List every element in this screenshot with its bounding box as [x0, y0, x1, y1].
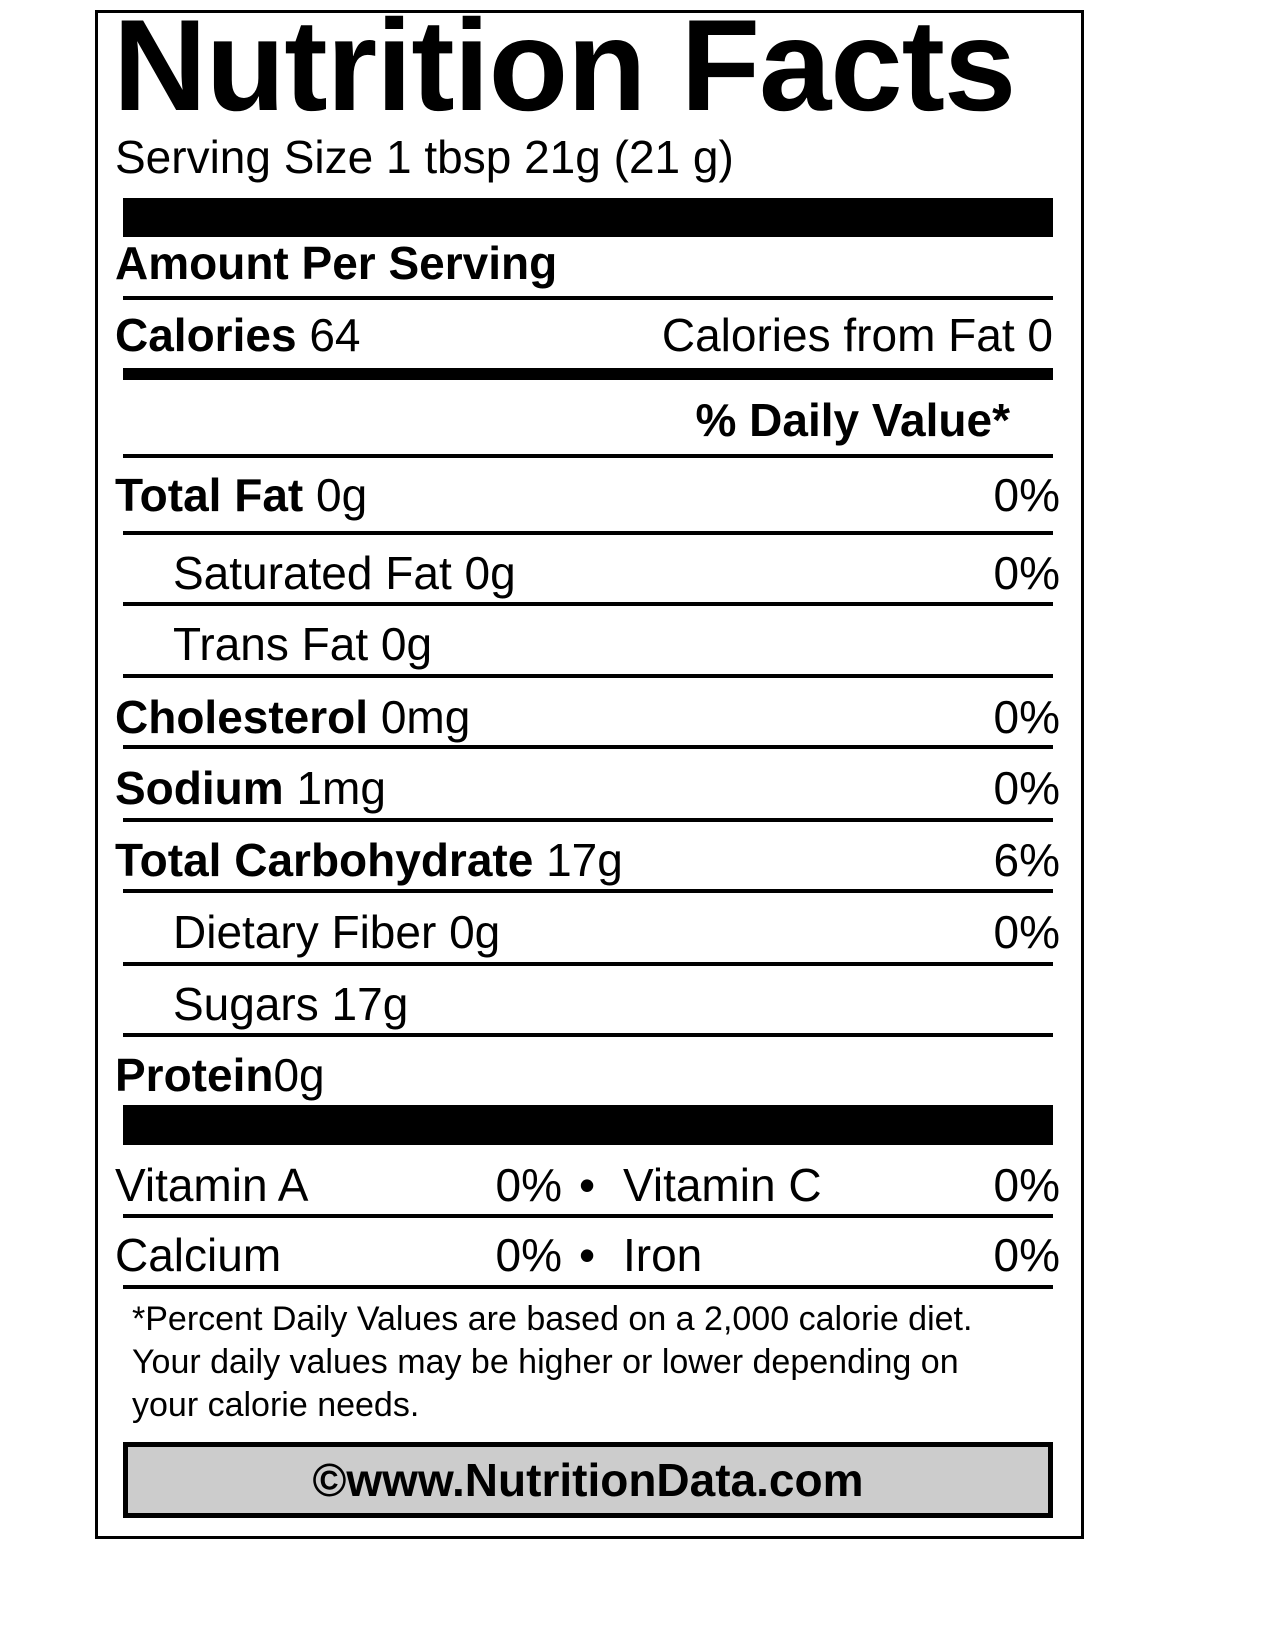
vitamin-daily-value: 0% [993, 1159, 1060, 1211]
calories-label: Calories [115, 309, 297, 361]
nutrient-label: Sodium [115, 762, 284, 814]
nutrient-amount: 0g [380, 618, 433, 670]
nutrient-daily-value: 6% [993, 834, 1060, 886]
nutrient-amount: 17g [331, 978, 409, 1030]
nutrient-row: Sodium 1mg [115, 765, 386, 811]
nutrient-amount: 1mg [296, 762, 386, 814]
calories-from-fat: Calories from Fat 0 [661, 309, 1053, 361]
calories-row: Calories 64 [115, 312, 360, 358]
nutrient-daily-value: 0% [993, 906, 1060, 958]
nutrient-daily-value: 0% [993, 762, 1060, 814]
divider [123, 1033, 1053, 1037]
divider [123, 454, 1053, 458]
nutrient-amount: 0g [449, 906, 501, 958]
divider [123, 889, 1053, 893]
nutrient-amount: 0g [316, 469, 368, 521]
label-title: Nutrition Facts [113, 0, 1016, 138]
footnote-line: *Percent Daily Values are based on a 2,0… [132, 1300, 973, 1338]
nutrient-amount: 0mg [380, 691, 471, 743]
medium-divider [123, 368, 1053, 380]
vitamin-label: Iron [623, 1229, 703, 1281]
nutrient-label: Total Carbohydrate [115, 834, 534, 886]
divider [123, 674, 1053, 678]
nutrient-row: Total Carbohydrate 17g [115, 837, 623, 883]
nutrient-amount: 0g [464, 547, 516, 599]
divider [123, 531, 1053, 535]
credit-link[interactable]: ©www.NutritionData.com [123, 1442, 1053, 1518]
nutrient-label: Protein [115, 1049, 274, 1101]
vitamin-daily-value: 0% [495, 1159, 562, 1211]
divider [123, 602, 1053, 606]
nutrient-row: Cholesterol 0mg [115, 694, 470, 740]
thick-divider [123, 1105, 1053, 1145]
bullet-separator: • [579, 1159, 596, 1211]
calories-value: 64 [309, 309, 361, 361]
divider [123, 818, 1053, 822]
vitamin-daily-value: 0% [495, 1229, 562, 1281]
daily-value-header: % Daily Value* [695, 394, 1011, 446]
nutrient-row: Trans Fat 0g [173, 621, 432, 667]
nutrient-label: Cholesterol [115, 691, 369, 743]
nutrient-amount: 17g [546, 834, 623, 886]
thick-divider [123, 198, 1053, 237]
nutrient-row: Saturated Fat 0g [173, 550, 516, 596]
nutrient-row: Sugars 17g [173, 981, 408, 1027]
footnote-line: Your daily values may be higher or lower… [132, 1343, 959, 1381]
divider [123, 1285, 1053, 1289]
nutrient-daily-value: 0% [993, 469, 1060, 521]
nutrient-daily-value: 0% [993, 691, 1060, 743]
nutrient-row: Protein0g [115, 1052, 325, 1098]
nutrient-label: Trans Fat [173, 618, 369, 670]
nutrient-amount: 0g [273, 1049, 325, 1101]
nutrient-row: Dietary Fiber 0g [173, 909, 500, 955]
vitamin-daily-value: 0% [993, 1229, 1060, 1281]
divider [123, 296, 1053, 300]
nutrient-label: Total Fat [115, 469, 304, 521]
nutrient-daily-value: 0% [993, 547, 1060, 599]
divider [123, 1214, 1053, 1218]
nutrient-label: Saturated Fat [173, 547, 452, 599]
nutrient-label: Dietary Fiber [173, 906, 437, 958]
vitamin-label: Calcium [115, 1229, 282, 1281]
nutrient-label: Sugars [173, 978, 319, 1030]
vitamin-label: Vitamin A [115, 1159, 309, 1211]
nutrition-label-border [95, 10, 1084, 1539]
serving-size: Serving Size 1 tbsp 21g (21 g) [115, 131, 734, 183]
vitamin-label: Vitamin C [623, 1159, 822, 1211]
bullet-separator: • [579, 1229, 596, 1281]
amount-per-serving: Amount Per Serving [115, 237, 558, 289]
footnote-line: your calorie needs. [132, 1386, 420, 1424]
nutrient-row: Total Fat 0g [115, 472, 367, 518]
divider [123, 962, 1053, 966]
divider [123, 745, 1053, 749]
